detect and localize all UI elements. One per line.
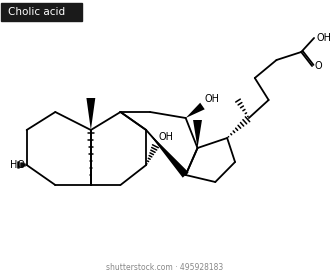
Text: OH: OH [158,132,173,142]
Text: Cholic acid: Cholic acid [8,7,65,17]
Text: HO: HO [10,160,25,170]
Text: OH: OH [204,94,219,104]
Polygon shape [87,98,95,130]
FancyBboxPatch shape [1,3,82,21]
Text: OH: OH [316,33,331,43]
Polygon shape [186,103,205,118]
Polygon shape [146,130,189,178]
Polygon shape [193,120,202,148]
Text: O: O [314,61,322,71]
Text: shutterstock.com · 495928183: shutterstock.com · 495928183 [106,263,223,272]
